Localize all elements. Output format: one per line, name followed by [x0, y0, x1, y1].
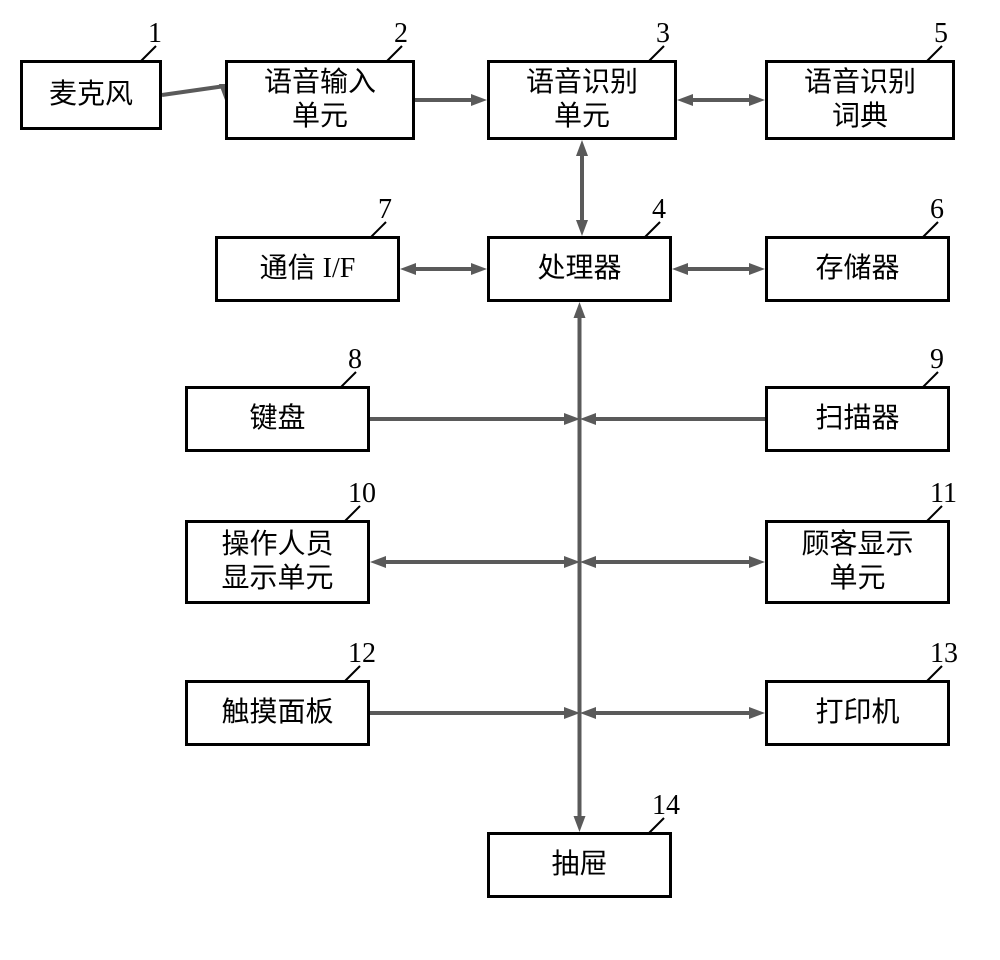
node-label: 处理器	[537, 252, 621, 286]
node-mic: 麦克风	[20, 60, 162, 130]
node-drawer: 抽屉	[487, 832, 672, 898]
node-op-display: 操作人员 显示单元	[185, 520, 370, 604]
refnum-op-display: 10	[348, 478, 376, 510]
node-label: 存储器	[815, 252, 899, 286]
node-label: 语音输入 单元	[264, 66, 376, 133]
refnum-comm-if: 7	[378, 194, 392, 226]
refnum-keyboard: 8	[348, 344, 362, 376]
refnum-cust-display: 11	[930, 478, 957, 510]
node-label: 扫描器	[815, 402, 899, 436]
refnum-printer: 13	[930, 638, 958, 670]
node-label: 麦克风	[49, 78, 133, 112]
refnum-voice-input: 2	[394, 18, 408, 50]
node-printer: 打印机	[765, 680, 950, 746]
node-label: 语音识别 词典	[804, 66, 916, 133]
node-voice-rec-dict: 语音识别 词典	[765, 60, 955, 140]
node-label: 通信 I/F	[260, 252, 356, 286]
node-touch-panel: 触摸面板	[185, 680, 370, 746]
refnum-scanner: 9	[930, 344, 944, 376]
node-processor: 处理器	[487, 236, 672, 302]
refnum-touch-panel: 12	[348, 638, 376, 670]
diagram-canvas: 麦克风 语音输入 单元 语音识别 单元 语音识别 词典通信 I/F 处理器 存储器键盘 扫描…	[0, 0, 1000, 960]
refnum-memory: 6	[930, 194, 944, 226]
node-label: 语音识别 单元	[526, 66, 638, 133]
refnum-voice-rec-dict: 5	[934, 18, 948, 50]
node-label: 打印机	[815, 696, 899, 730]
node-comm-if: 通信 I/F	[215, 236, 400, 302]
refnum-voice-rec-unit: 3	[656, 18, 670, 50]
node-label: 顾客显示 单元	[801, 528, 913, 595]
refnum-processor: 4	[652, 194, 666, 226]
node-label: 键盘	[249, 402, 305, 436]
node-scanner: 扫描器	[765, 386, 950, 452]
node-label: 触摸面板	[221, 696, 333, 730]
node-voice-rec-unit: 语音识别 单元	[487, 60, 677, 140]
node-cust-display: 顾客显示 单元	[765, 520, 950, 604]
node-label: 抽屉	[551, 848, 607, 882]
node-label: 操作人员 显示单元	[221, 528, 333, 595]
edges-layer	[0, 0, 1000, 960]
node-keyboard: 键盘	[185, 386, 370, 452]
node-memory: 存储器	[765, 236, 950, 302]
refnum-drawer: 14	[652, 790, 680, 822]
refnum-mic: 1	[148, 18, 162, 50]
node-voice-input: 语音输入 单元	[225, 60, 415, 140]
